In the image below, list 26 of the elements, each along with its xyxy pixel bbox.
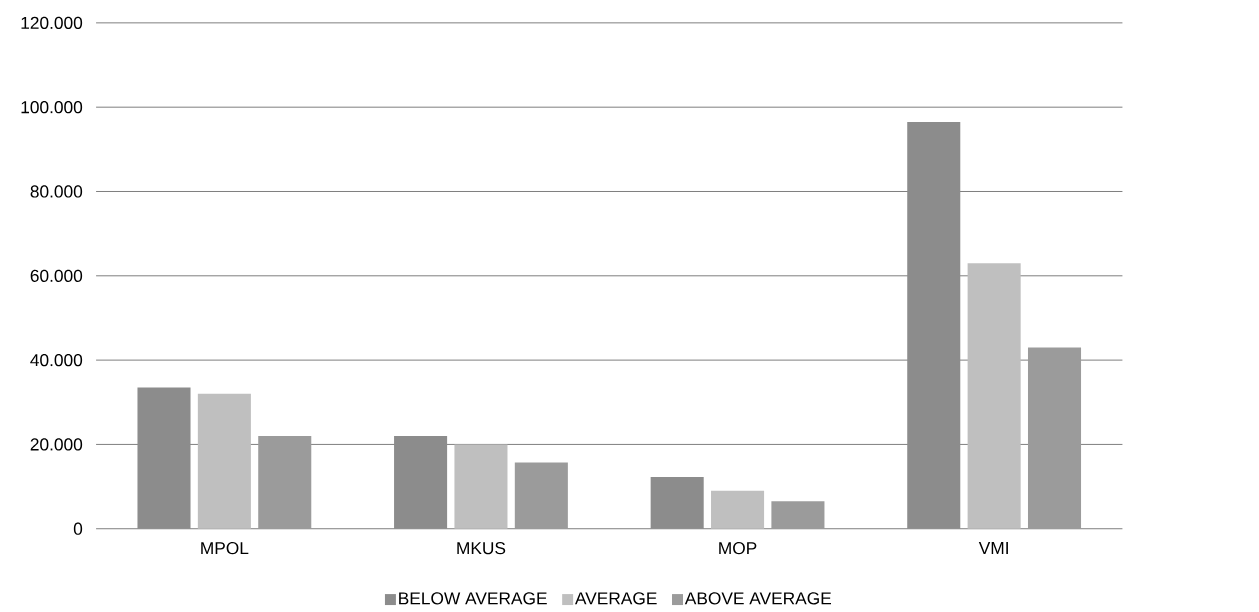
- y-tick-label: 60.000: [30, 269, 83, 282]
- y-tick-label: 0: [73, 522, 83, 535]
- legend-label: AVERAGE: [574, 592, 657, 605]
- bar: [454, 444, 508, 529]
- y-tick-label: 80.000: [30, 185, 83, 198]
- y-tick-label: 120.000: [21, 16, 83, 29]
- bar: [650, 476, 704, 529]
- y-tick-label: 20.000: [30, 438, 83, 451]
- y-tick-label: 100.000: [21, 101, 83, 114]
- bar: [137, 387, 191, 529]
- x-tick-label: VMI: [978, 542, 1008, 554]
- bar: [711, 490, 765, 529]
- y-tick-label: 40.000: [30, 353, 83, 367]
- bar: [907, 121, 961, 529]
- bar: [1027, 347, 1082, 529]
- bar: [197, 393, 251, 529]
- legend-label: ABOVE AVERAGE: [684, 592, 832, 605]
- legend-label: BELOW AVERAGE: [399, 592, 547, 605]
- x-tick-label: MPOL: [201, 542, 249, 555]
- bar: [514, 462, 568, 529]
- bar: [394, 436, 448, 529]
- bar: [258, 436, 312, 529]
- x-tick-label: MOP: [719, 542, 757, 555]
- x-tick-label: MKUS: [457, 542, 506, 555]
- bar: [771, 501, 825, 529]
- bar: [967, 263, 1021, 529]
